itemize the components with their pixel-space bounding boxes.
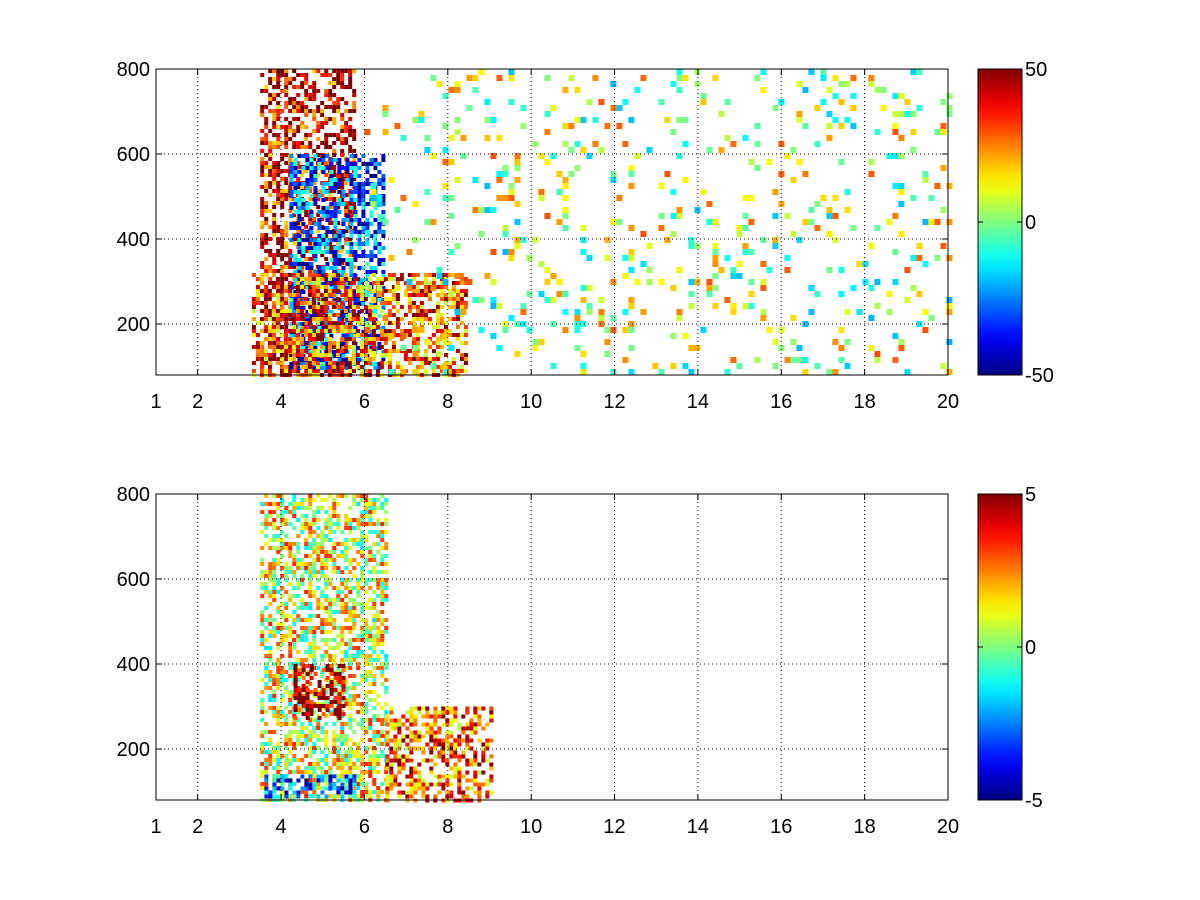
colorbar-tick-label: -50: [1025, 365, 1054, 387]
x-tick-label: 20: [937, 816, 959, 838]
y-tick-label: 800: [117, 59, 150, 81]
y-tick-label: 800: [117, 484, 150, 506]
x-tick-label: 18: [854, 816, 876, 838]
heatmap-region: [260, 494, 389, 802]
x-tick-label: 2: [192, 391, 203, 413]
heatmap-region: [364, 69, 953, 375]
colorbar: 5 0 -5: [977, 484, 1043, 812]
x-tick-label: 4: [275, 816, 286, 838]
x-tick-label: 18: [854, 391, 876, 413]
x-tick-label: 16: [770, 391, 792, 413]
colorbar-tick-label: 0: [1025, 637, 1036, 659]
y-tick-label: 400: [117, 654, 150, 676]
axes-box: [155, 68, 949, 376]
x-tick-label: 14: [687, 816, 709, 838]
x-tick-label: 10: [520, 391, 542, 413]
heatmap-region: [385, 706, 494, 803]
x-tick-label: 6: [359, 816, 370, 838]
y-tick-label: 600: [117, 569, 150, 591]
x-tick-label: 12: [603, 391, 625, 413]
heatmap-region: [264, 774, 357, 799]
x-tick-label: 8: [442, 391, 453, 413]
x-tick-label: 4: [275, 391, 286, 413]
x-tick-label: 16: [770, 816, 792, 838]
y-tick-label: 200: [117, 314, 150, 336]
x-tick-label: 12: [603, 816, 625, 838]
heatmap-cells: [251, 69, 953, 377]
heatmap-cells: [260, 494, 494, 803]
colorbar: 50 0 -50: [977, 59, 1054, 387]
axes-box: [155, 493, 949, 801]
x-tick-label: 14: [687, 391, 709, 413]
y-tick-label: 200: [117, 739, 150, 761]
y-tick-label: 600: [117, 144, 150, 166]
colorbar-tick-label: 5: [1025, 484, 1036, 506]
heatmap-region: [293, 664, 346, 720]
x-tick-label: 6: [359, 391, 370, 413]
colorbar-tick-label: 0: [1025, 212, 1036, 234]
x-tick-label: 8: [442, 816, 453, 838]
colorbar-tick-label: 50: [1025, 59, 1047, 81]
colorbar-tick-label: -5: [1025, 790, 1043, 812]
colorbar-gradient: [977, 493, 1023, 801]
x-tick-label: 2: [192, 816, 203, 838]
colorbar-gradient: [977, 68, 1023, 376]
x-tick-label: 1: [150, 391, 161, 413]
x-tick-label: 10: [520, 816, 542, 838]
x-tick-label: 20: [937, 391, 959, 413]
x-tick-label: 1: [150, 816, 161, 838]
y-tick-label: 400: [117, 229, 150, 251]
